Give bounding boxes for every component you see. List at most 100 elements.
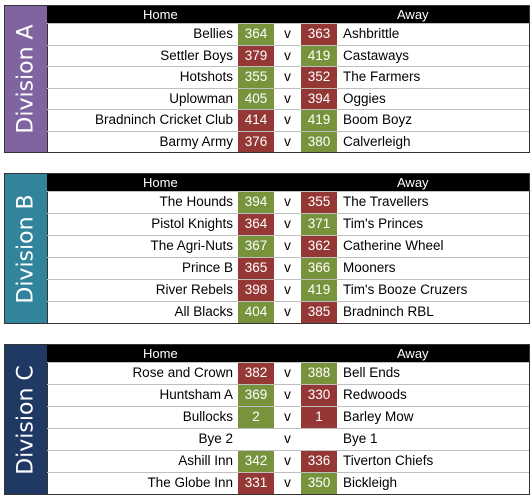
away-column-header: Away [397,346,429,361]
match-row: Bye 2 v Bye 1 [47,428,529,450]
home-team-name: Barmy Army [159,133,233,149]
match-row: Barmy Army 376 v 380 Calverleigh [47,130,529,152]
away-score: 362 [301,236,337,257]
versus-label: v [284,475,291,490]
away-score: 1 [301,407,337,428]
match-row: Pistol Knights 364 v 371 Tim's Princes [47,213,529,235]
versus-label: v [284,194,291,209]
home-score: 2 [238,407,274,428]
away-team-name: Castaways [343,47,410,63]
match-row: All Blacks 404 v 385 Bradninch RBL [47,301,529,323]
division-label-panel: Division A [5,6,48,152]
match-row: Bullocks 2 v 1 Barley Mow [47,406,529,428]
versus-label: v [284,69,291,84]
home-team-name: Hotshots [179,69,233,84]
home-team-name: Settler Boys [160,47,233,63]
division-b-table: Division B Home Away The Hounds 394 v 355 Th… [4,173,530,324]
away-team-name: Barley Mow [343,409,414,424]
division-label-panel: Division C [5,345,48,494]
match-row: The Globe Inn 331 v 350 Bickleigh [47,472,529,494]
away-team-name: Tiverton Chiefs [343,453,434,468]
match-row: Uplowman 405 v 394 Oggies [47,87,529,109]
match-row: Ashill Inn 342 v 336 Tiverton Chiefs [47,450,529,472]
match-row: Bellies 364 v 363 Ashbrittle [47,23,529,45]
away-team-name: The Travellers [343,194,429,209]
away-score: 355 [301,192,337,213]
division-c-table: Division C Home Away Rose and Crown 382 v 3… [4,344,530,495]
home-score: 365 [238,258,274,279]
away-score: 363 [301,24,337,45]
division-label: Division C [13,364,39,475]
away-team-name: Bickleigh [343,475,398,490]
home-score: 405 [238,88,274,109]
division-a-table: Division A Home Away Bellies 364 v 363 Ashbr… [4,5,530,153]
division-label-panel: Division B [5,174,48,323]
away-team-name: Bye 1 [343,431,378,446]
away-score: 388 [301,363,337,384]
away-team-name: Bell Ends [343,365,401,380]
versus-label: v [284,409,291,424]
away-score: 350 [301,473,337,494]
versus-label: v [284,387,291,402]
match-row: Rose and Crown 382 v 388 Bell Ends [47,362,529,384]
versus-label: v [284,431,291,446]
home-score: 364 [238,24,274,45]
match-row: The Hounds 394 v 355 The Travellers [47,191,529,213]
table-header: Home Away [47,345,529,362]
match-row: Huntsham A 369 v 330 Redwoods [47,384,529,406]
away-score: 336 [301,451,337,472]
home-team-name: Ashill Inn [178,453,233,468]
match-rows: Rose and Crown 382 v 388 Bell Ends Huntsham A… [47,362,529,494]
versus-label: v [284,282,291,297]
home-team-name: Rose and Crown [132,365,233,380]
home-team-name: Prince B [181,260,233,275]
away-score: 366 [301,258,337,279]
home-score [238,429,274,450]
home-team-name: The Hounds [159,194,233,209]
away-team-name: Mooners [343,260,396,275]
match-row: Settler Boys 379 v 419 Castaways [47,44,529,66]
away-column-header: Away [397,175,429,190]
home-team-name: The Globe Inn [147,475,233,490]
home-score: 369 [238,385,274,406]
away-score: 380 [301,131,337,152]
away-score: 394 [301,88,337,109]
home-team-name: Bellies [193,26,233,41]
away-team-name: Tim's Princes [343,216,424,231]
home-team-name: Bradninch Cricket Club [94,112,233,127]
table-header: Home Away [47,6,529,23]
home-score: 342 [238,451,274,472]
away-team-name: Redwoods [343,387,407,402]
home-column-header: Home [143,346,178,361]
home-team-name: Huntsham A [159,387,233,402]
away-team-name: Ashbrittle [343,26,400,41]
home-team-name: All Blacks [174,304,233,319]
home-score: 379 [238,45,274,66]
match-row: Prince B 365 v 366 Mooners [47,257,529,279]
home-column-header: Home [143,175,178,190]
versus-label: v [284,112,291,127]
table-header: Home Away [47,174,529,191]
versus-label: v [284,304,291,319]
home-score: 376 [238,131,274,152]
away-team-name: Tim's Booze Cruzers [343,282,468,297]
away-team-name: Bradninch RBL [343,304,434,319]
home-score: 394 [238,192,274,213]
away-team-name: Boom Boyz [343,112,413,127]
match-row: The Agri-Nuts 367 v 362 Catherine Wheel [47,235,529,257]
home-score: 382 [238,363,274,384]
home-team-name: Pistol Knights [151,216,233,231]
versus-label: v [284,90,291,106]
away-score: 330 [301,385,337,406]
versus-label: v [284,26,291,41]
away-score [301,429,337,450]
versus-label: v [284,365,291,380]
away-score: 385 [301,302,337,323]
home-score: 367 [238,236,274,257]
home-score: 404 [238,302,274,323]
home-team-name: The Agri-Nuts [150,238,233,253]
away-team-name: The Farmers [343,69,421,84]
home-score: 364 [238,214,274,235]
home-score: 331 [238,473,274,494]
versus-label: v [284,133,291,149]
